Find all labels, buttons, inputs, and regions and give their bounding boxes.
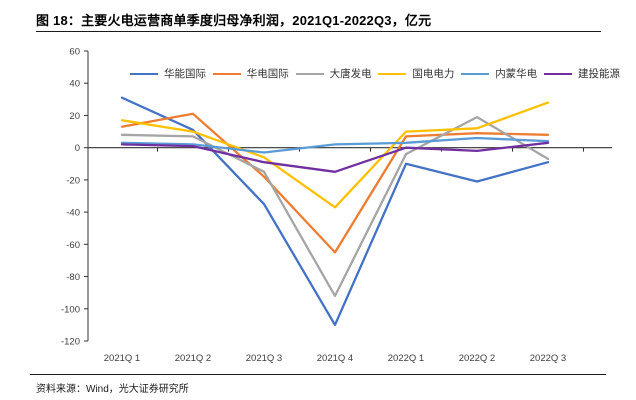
- svg-text:2022Q 1: 2022Q 1: [388, 353, 424, 364]
- title-separator: [36, 31, 601, 32]
- svg-text:20: 20: [69, 111, 80, 122]
- legend-label: 华能国际: [164, 68, 206, 80]
- chart-area: 华能国际 华电国际 大唐发电 国电电力 内蒙华电 建投能源: [30, 44, 626, 366]
- svg-text:2022Q 2: 2022Q 2: [459, 353, 495, 364]
- svg-text:2022Q 3: 2022Q 3: [530, 353, 566, 364]
- legend-label: 华电国际: [246, 68, 289, 80]
- source-note: 资料来源：Wind，光大证券研究所: [36, 384, 189, 395]
- line-swatch-icon: [378, 72, 407, 75]
- svg-text:2021Q 2: 2021Q 2: [175, 353, 211, 364]
- legend-item: 国电电力: [378, 66, 454, 81]
- figure-title: 图 18：主要火电运营商单季度归母净利润，2021Q1-2022Q3，亿元: [36, 13, 432, 28]
- svg-text:-80: -80: [66, 272, 80, 283]
- svg-text:60: 60: [69, 47, 80, 58]
- line-swatch-icon: [295, 72, 324, 75]
- footer-separator: [30, 374, 606, 375]
- line-swatch-icon: [130, 72, 158, 75]
- svg-text:-120: -120: [61, 337, 80, 348]
- legend-label: 国电电力: [412, 68, 455, 80]
- legend-label: 建投能源: [577, 68, 620, 80]
- legend-label: 内蒙华电: [495, 68, 538, 80]
- line-swatch-icon: [543, 72, 572, 75]
- svg-text:-40: -40: [66, 208, 80, 219]
- legend-item: 内蒙华电: [461, 66, 537, 81]
- svg-text:40: 40: [69, 79, 80, 90]
- legend-item: 建投能源: [543, 66, 620, 81]
- legend-item: 大唐发电: [295, 66, 372, 81]
- svg-text:2021Q 1: 2021Q 1: [104, 353, 140, 364]
- line-swatch-icon: [212, 72, 241, 75]
- chart-plot: 60 40 20 0 -20 -40 -60 -80 -100 -120 2021Q 1 2021Q …: [61, 47, 612, 364]
- svg-text:0: 0: [75, 143, 80, 154]
- legend-item: 华电国际: [212, 66, 289, 81]
- line-swatch-icon: [461, 72, 490, 75]
- svg-text:2021Q 3: 2021Q 3: [246, 353, 282, 364]
- svg-text:2021Q 4: 2021Q 4: [317, 353, 353, 364]
- legend-label: 大唐发电: [329, 68, 372, 80]
- svg-text:-60: -60: [66, 240, 80, 251]
- svg-text:-100: -100: [61, 304, 80, 315]
- svg-text:-20: -20: [66, 175, 80, 186]
- chart-legend: 华能国际 华电国际 大唐发电 国电电力 内蒙华电 建投能源: [130, 66, 620, 81]
- legend-item: 华能国际: [130, 66, 206, 81]
